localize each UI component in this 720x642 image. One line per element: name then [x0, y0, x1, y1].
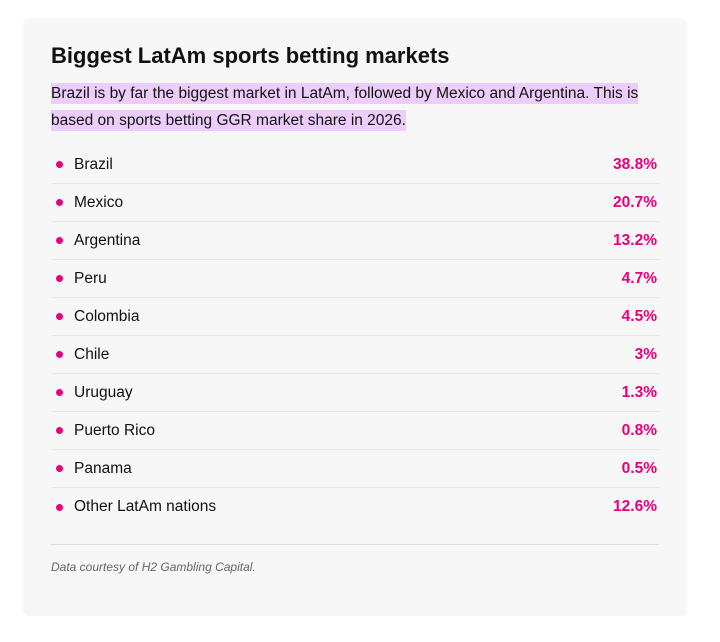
market-name: Colombia: [74, 307, 140, 325]
market-share-value: 4.5%: [621, 307, 657, 325]
market-label-group: Peru: [51, 270, 107, 288]
bullet-dot-icon: [56, 199, 63, 206]
market-label-group: Other LatAm nations: [51, 498, 216, 516]
bullet-dot-icon: [56, 237, 63, 244]
market-name: Panama: [74, 459, 132, 477]
market-label-group: Mexico: [51, 194, 123, 212]
market-row: Colombia 4.5%: [51, 298, 659, 336]
market-share-value: 4.7%: [621, 269, 657, 287]
bullet-dot-icon: [56, 427, 63, 434]
market-share-value: 13.2%: [613, 231, 657, 249]
market-name: Brazil: [74, 155, 113, 173]
market-name: Puerto Rico: [74, 421, 155, 439]
market-row: Other LatAm nations 12.6%: [51, 488, 659, 526]
chart-subtitle: Brazil is by far the biggest market in L…: [51, 80, 659, 134]
market-label-group: Argentina: [51, 232, 140, 250]
chart-title: Biggest LatAm sports betting markets: [51, 43, 450, 68]
market-share-value: 20.7%: [613, 193, 657, 211]
subtitle-highlight: Brazil is by far the biggest market in L…: [51, 83, 639, 131]
bullet-dot-icon: [56, 161, 63, 168]
market-label-group: Colombia: [51, 308, 139, 326]
market-share-value: 38.8%: [613, 155, 657, 173]
bullet-dot-icon: [56, 275, 63, 282]
market-share-value: 12.6%: [613, 498, 657, 515]
bullet-dot-icon: [56, 465, 63, 472]
bullet-dot-icon: [56, 389, 63, 396]
market-label-group: Panama: [51, 460, 132, 478]
market-row: Brazil 38.8%: [51, 146, 659, 184]
market-label-group: Uruguay: [51, 384, 133, 402]
market-name: Other LatAm nations: [74, 498, 217, 515]
market-row: Peru 4.7%: [51, 260, 659, 298]
market-share-value: 0.8%: [621, 421, 657, 439]
bullet-dot-icon: [56, 503, 63, 511]
market-row: Uruguay 1.3%: [51, 374, 659, 412]
market-label-group: Brazil: [51, 156, 113, 174]
source-note: Data courtesy of H2 Gambling Capital.: [51, 560, 256, 574]
market-name: Peru: [74, 269, 107, 287]
market-list: Brazil 38.8% Mexico 20.7% Argentina 13.2% Peru…: [51, 146, 659, 526]
market-row: Argentina 13.2%: [51, 222, 659, 260]
chart-card: Biggest LatAm sports betting markets Bra…: [23, 18, 687, 616]
market-row: Panama 0.5%: [51, 450, 659, 488]
market-row: Puerto Rico 0.8%: [51, 412, 659, 450]
market-name: Mexico: [74, 193, 124, 211]
market-row: Chile 3%: [51, 336, 659, 374]
market-share-value: 0.5%: [621, 459, 657, 477]
market-share-value: 1.3%: [621, 383, 657, 401]
market-label-group: Puerto Rico: [51, 422, 155, 440]
footer-divider: [51, 544, 659, 545]
market-name: Chile: [74, 345, 110, 363]
market-name: Argentina: [74, 231, 141, 249]
bullet-dot-icon: [56, 313, 63, 320]
market-share-value: 3%: [634, 345, 657, 363]
market-label-group: Chile: [51, 346, 109, 364]
market-name: Uruguay: [74, 383, 133, 401]
bullet-dot-icon: [56, 351, 63, 358]
market-row: Mexico 20.7%: [51, 184, 659, 222]
